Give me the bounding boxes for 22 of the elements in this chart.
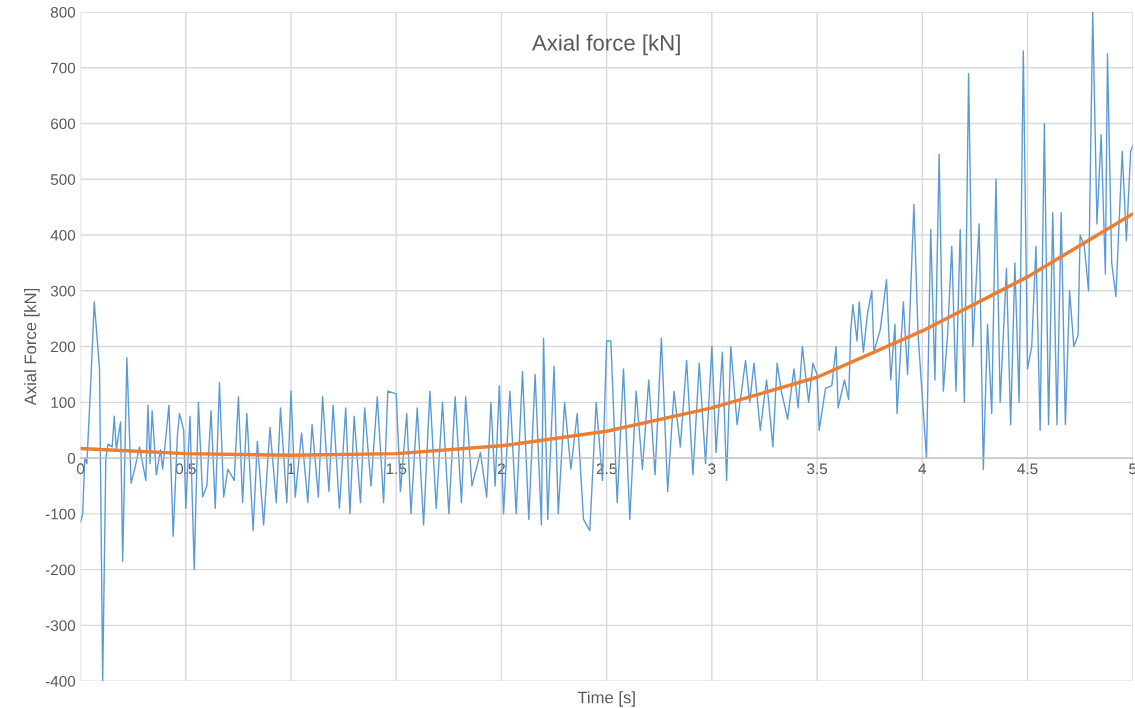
y-tick-label: -100 [45,508,76,520]
y-tick-label: 200 [51,341,76,353]
y-tick-label: 100 [51,397,76,409]
y-tick-label: -300 [45,620,76,632]
y-tick-label: -200 [45,564,76,576]
y-tick-label: 800 [50,6,76,18]
x-tick-label: 3.5 [807,463,828,475]
y-tick-label: 700 [51,62,76,74]
y-tick-label: 300 [50,285,76,297]
y-tick-label: 600 [51,118,76,130]
y-tick-label: 0 [67,452,76,464]
y-tick-label: -400 [45,675,76,687]
line-series [80,212,1133,458]
y-tick-label: 500 [50,174,76,185]
x-tick-label: 4 [918,463,927,475]
y-tick-label: 400 [50,229,76,241]
x-tick-label: 4.5 [1017,463,1038,475]
y-axis-title: Axial Force [kN] [24,288,40,406]
x-axis-title: Time [s] [577,691,635,707]
x-tick-label: 3 [708,463,716,475]
x-tick-label: 0 [76,463,85,475]
text: Axial force [kN] [531,34,680,56]
